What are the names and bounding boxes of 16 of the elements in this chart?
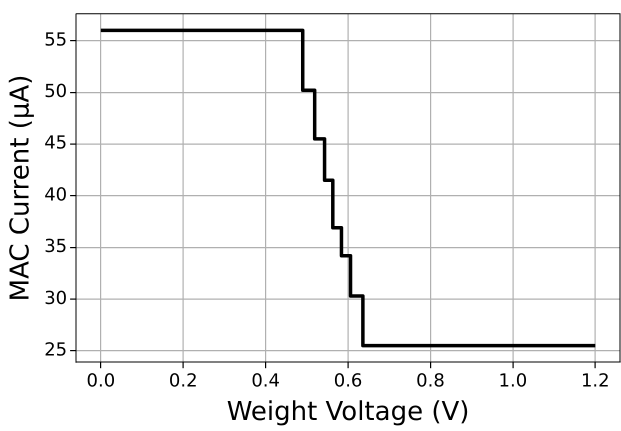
x-tick-label: 1.0: [498, 370, 528, 392]
y-tick-label: 50: [44, 81, 68, 102]
x-axis-title: Weight Voltage (V): [226, 397, 470, 428]
y-tick-label: 40: [44, 184, 68, 206]
y-axis-title: MAC Current (μA): [5, 74, 36, 302]
y-tick-label: 25: [44, 340, 68, 360]
y-tick-label: 30: [44, 288, 68, 309]
x-tick-label: 0.4: [251, 370, 280, 392]
y-tick-label: 45: [44, 132, 68, 154]
x-tick-label: 1.2: [580, 370, 610, 392]
x-tick-label: 0.6: [334, 370, 362, 392]
x-tick-label: 0.2: [168, 370, 198, 392]
y-tick-label: 55: [44, 29, 68, 50]
x-tick-label: 0.8: [416, 370, 445, 392]
x-tick-label: 0.0: [86, 370, 116, 392]
y-tick-label: 35: [44, 236, 68, 258]
